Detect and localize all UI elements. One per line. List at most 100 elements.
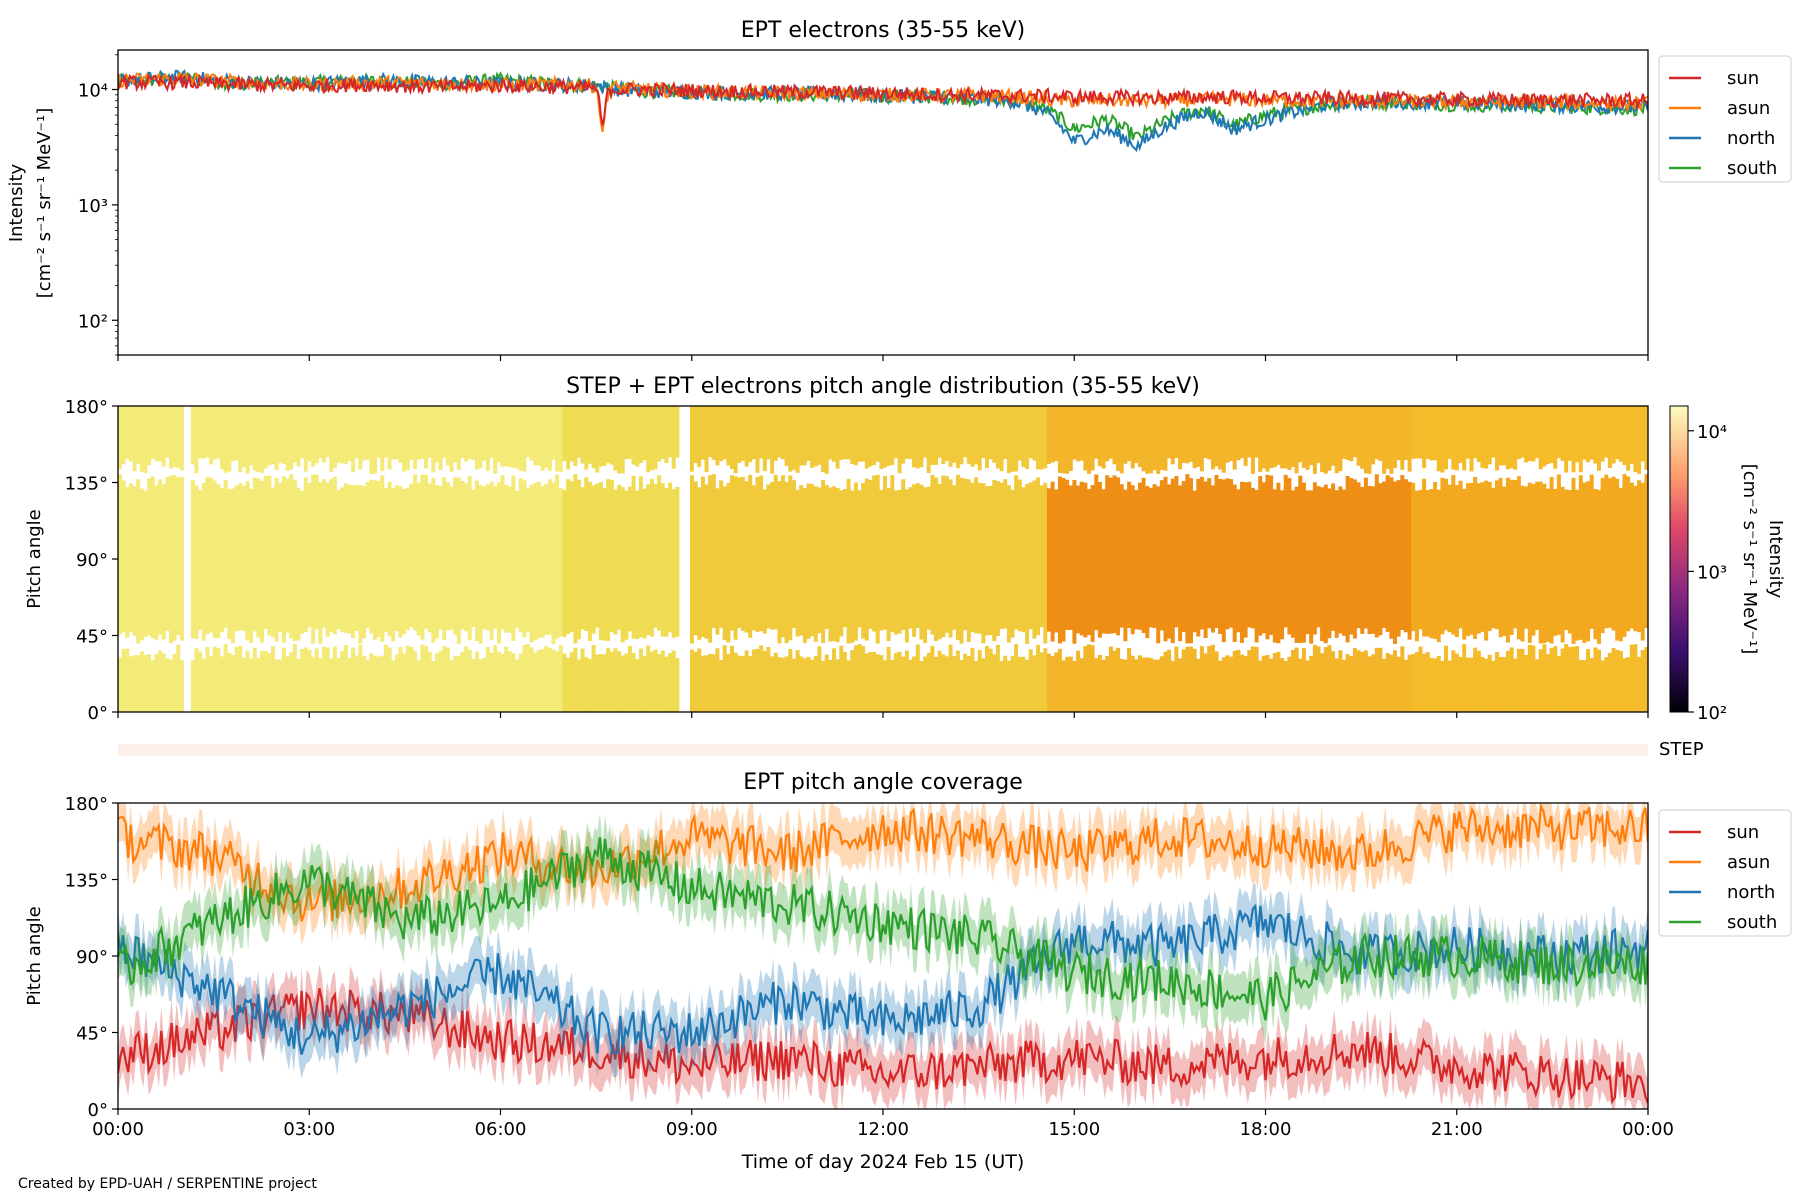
heatmap-cell	[1509, 406, 1514, 469]
heatmap-cell	[118, 406, 122, 469]
heatmap-cell	[657, 475, 662, 631]
heatmap-cell	[773, 406, 778, 461]
heatmap-cell	[1553, 489, 1558, 636]
heatmap-cell	[799, 485, 804, 636]
panel1-ylabel: Intensity	[6, 163, 27, 242]
heatmap-cell	[1014, 644, 1019, 712]
heatmap-cell	[719, 660, 724, 712]
heatmap-cell	[715, 488, 720, 635]
heatmap-cell	[948, 479, 953, 638]
heatmap-cell	[598, 482, 603, 641]
heatmap-cell	[383, 406, 388, 458]
heatmap-cell	[351, 647, 356, 712]
heatmap-cell	[1505, 477, 1510, 643]
heatmap-cell	[762, 406, 767, 472]
heatmap-cell	[955, 406, 960, 469]
heatmap-cell	[791, 658, 796, 712]
y-tick-label: 0°	[88, 703, 108, 724]
heatmap-cell	[853, 645, 858, 712]
coverage-band-north	[118, 882, 1648, 1079]
heatmap-cell	[1316, 486, 1321, 628]
heatmap-cell	[1236, 489, 1241, 633]
heatmap-cell	[343, 406, 348, 464]
heatmap-cell	[1393, 406, 1397, 469]
heatmap-cell	[343, 483, 348, 633]
heatmap-cell	[1261, 655, 1266, 712]
heatmap-cell	[172, 406, 177, 467]
colorbar-tick-label: 10⁴	[1697, 422, 1727, 443]
heatmap-cell	[646, 645, 651, 712]
heatmap-cell	[125, 486, 130, 638]
heatmap-cell	[1331, 651, 1336, 712]
heatmap-cell	[1021, 656, 1026, 712]
heatmap-cell	[1108, 477, 1113, 634]
heatmap-cell	[394, 406, 399, 460]
heatmap-cell	[1356, 650, 1361, 712]
heatmap-cell	[1138, 482, 1142, 630]
heatmap-cell	[937, 483, 942, 640]
heatmap-cell	[810, 484, 815, 637]
heatmap-cell	[985, 486, 989, 636]
heatmap-cell	[169, 659, 173, 712]
heatmap-cell	[722, 486, 727, 641]
heatmap-cell	[1520, 406, 1525, 458]
heatmap-cell	[252, 647, 257, 712]
heatmap-cell	[139, 406, 144, 472]
heatmap-cell	[977, 482, 982, 634]
heatmap-cell	[660, 483, 665, 637]
heatmap-cell	[1148, 487, 1153, 628]
heatmap-cell	[1054, 406, 1059, 462]
heatmap-cell	[832, 406, 836, 462]
heatmap-cell	[405, 487, 410, 631]
heatmap-cell	[245, 481, 250, 641]
heatmap-cell	[1265, 406, 1270, 472]
heatmap-cell	[1487, 406, 1492, 465]
heatmap-cell	[1065, 656, 1070, 712]
heatmap-cell	[1276, 651, 1281, 712]
heatmap-cell	[668, 653, 673, 712]
heatmap-cell	[475, 480, 479, 641]
heatmap-cell	[631, 475, 636, 639]
heatmap-cell	[715, 406, 720, 466]
heatmap-cell	[904, 489, 909, 643]
heatmap-cell	[693, 406, 698, 463]
heatmap-cell	[730, 475, 734, 631]
heatmap-cell	[1134, 659, 1139, 712]
heatmap-cell	[478, 485, 483, 644]
heatmap-cell	[1480, 656, 1485, 712]
heatmap-cell	[1578, 406, 1583, 473]
heatmap-cell	[336, 490, 341, 630]
heatmap-cell	[1072, 479, 1077, 644]
heatmap-cell	[161, 406, 166, 467]
heatmap-cell	[566, 406, 571, 470]
heatmap-cell	[1447, 406, 1452, 459]
heatmap-cell	[369, 653, 374, 712]
heatmap-cell	[547, 479, 552, 635]
heatmap-cell	[1039, 485, 1044, 628]
heatmap-cell	[467, 406, 472, 459]
heatmap-cell	[336, 406, 341, 463]
heatmap-cell	[380, 475, 385, 642]
heatmap-cell	[533, 482, 538, 641]
heatmap-cell	[434, 485, 439, 639]
heatmap-cell	[788, 475, 793, 641]
heatmap-cell	[351, 485, 356, 639]
heatmap-cell	[915, 483, 920, 628]
heatmap-cell	[606, 647, 611, 712]
heatmap-cell	[1360, 487, 1365, 634]
heatmap-cell	[445, 647, 450, 712]
heatmap-cell	[773, 652, 778, 712]
heatmap-cell	[1495, 406, 1499, 471]
step-band	[118, 744, 1648, 756]
heatmap-cell	[1360, 651, 1365, 712]
heatmap-cell	[1097, 481, 1102, 638]
heatmap-cell	[1036, 477, 1040, 636]
heatmap-cell	[1112, 406, 1117, 465]
heatmap-cell	[267, 406, 272, 466]
heatmap-cell	[551, 482, 556, 644]
heatmap-cell	[1218, 406, 1223, 470]
heatmap-cell	[959, 477, 964, 644]
heatmap-cell	[1283, 406, 1288, 469]
heatmap-cell	[1309, 655, 1314, 712]
heatmap-cell	[646, 406, 651, 473]
